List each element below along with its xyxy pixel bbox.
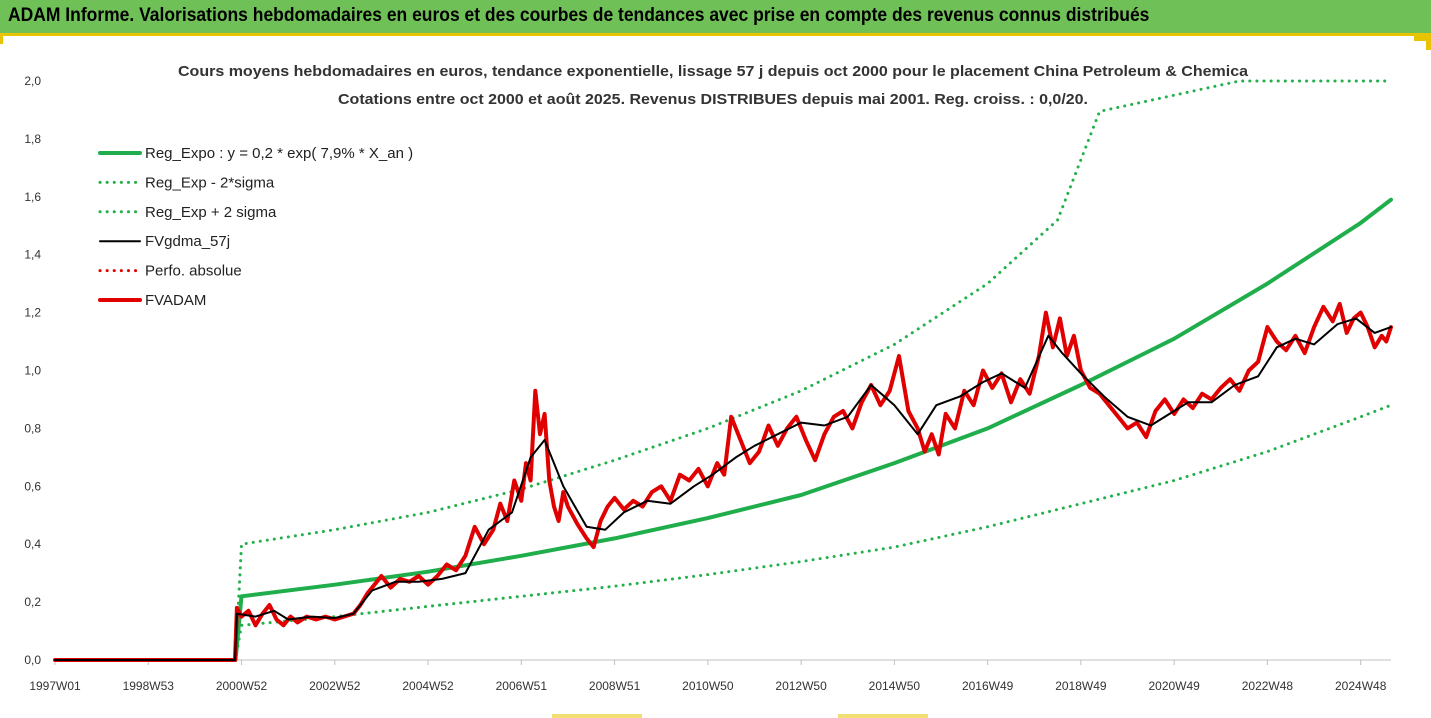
series-line-reg_expo <box>233 197 1393 662</box>
series-line-reg_plus <box>234 79 1393 662</box>
chart-subtitle: Cotations entre oct 2000 et août 2025. R… <box>338 91 1088 108</box>
x-tick-label: 1997W01 <box>29 679 81 693</box>
x-tick-label: 2024W48 <box>1335 679 1387 693</box>
series-line-reg_minus <box>234 403 1393 662</box>
series-group <box>53 79 1393 662</box>
y-tick-label: 2,0 <box>24 74 41 88</box>
corner-marker-left <box>0 36 3 44</box>
x-tick-label: 2020W49 <box>1148 679 1200 693</box>
legend-label-reg_plus: Reg_Exp + 2 sigma <box>145 204 277 221</box>
legend-label-perfo: Perfo. absolue <box>145 263 242 280</box>
x-tick-label: 2018W49 <box>1055 679 1107 693</box>
x-tick-label: 1998W53 <box>123 679 175 693</box>
y-tick-label: 0,0 <box>24 653 41 667</box>
y-tick-label: 1,0 <box>24 364 41 378</box>
y-tick-label: 0,2 <box>24 595 41 609</box>
y-tick-label: 1,2 <box>24 306 41 320</box>
x-tick-label: 2016W49 <box>962 679 1014 693</box>
chart-title: Cours moyens hebdomadaires en euros, ten… <box>178 63 1249 80</box>
legend-label-fvgdma: FVgdma_57j <box>145 233 230 250</box>
x-tick-label: 2010W50 <box>682 679 734 693</box>
y-tick-label: 0,6 <box>24 479 41 493</box>
x-tick-label: 2022W48 <box>1242 679 1294 693</box>
x-tick-label: 2014W50 <box>869 679 921 693</box>
corner-marker-right <box>1414 36 1431 41</box>
y-tick-label: 1,6 <box>24 190 41 204</box>
series-line-fvadam <box>53 301 1393 662</box>
y-tick-label: 1,4 <box>24 248 41 262</box>
page-title: ADAM Informe. Valorisations hebdomadaire… <box>8 5 1150 26</box>
legend-label-reg_expo: Reg_Expo : y = 0,2 * exp( 7,9% * X_an ) <box>145 145 413 162</box>
header-bar: ADAM Informe. Valorisations hebdomadaire… <box>0 0 1431 36</box>
x-tick-label: 2006W51 <box>496 679 548 693</box>
x-tick-label: 2008W51 <box>589 679 641 693</box>
bottom-marker-2 <box>838 714 928 718</box>
legend: Reg_Expo : y = 0,2 * exp( 7,9% * X_an ) R… <box>98 145 413 309</box>
y-tick-label: 0,8 <box>24 421 41 435</box>
y-tick-label: 1,8 <box>24 132 41 146</box>
bottom-marker-1 <box>552 714 642 718</box>
x-tick-label: 2002W52 <box>309 679 361 693</box>
corner-marker-right-v <box>1426 36 1431 50</box>
x-tick-label: 2000W52 <box>216 679 268 693</box>
chart: Cours moyens hebdomadaires en euros, ten… <box>24 63 1393 693</box>
legend-label-reg_minus: Reg_Exp - 2*sigma <box>145 174 275 191</box>
x-tick-label: 2004W52 <box>402 679 454 693</box>
legend-label-fvadam: FVADAM <box>145 292 206 309</box>
series-line-fvgdma <box>54 317 1392 661</box>
y-tick-label: 0,4 <box>24 537 41 551</box>
x-tick-label: 2012W50 <box>775 679 827 693</box>
axes: 0,0 0,2 0,4 0,6 0,8 1,0 1,2 1,4 1,6 1,8 2,0 1997W01… <box>24 74 1391 693</box>
